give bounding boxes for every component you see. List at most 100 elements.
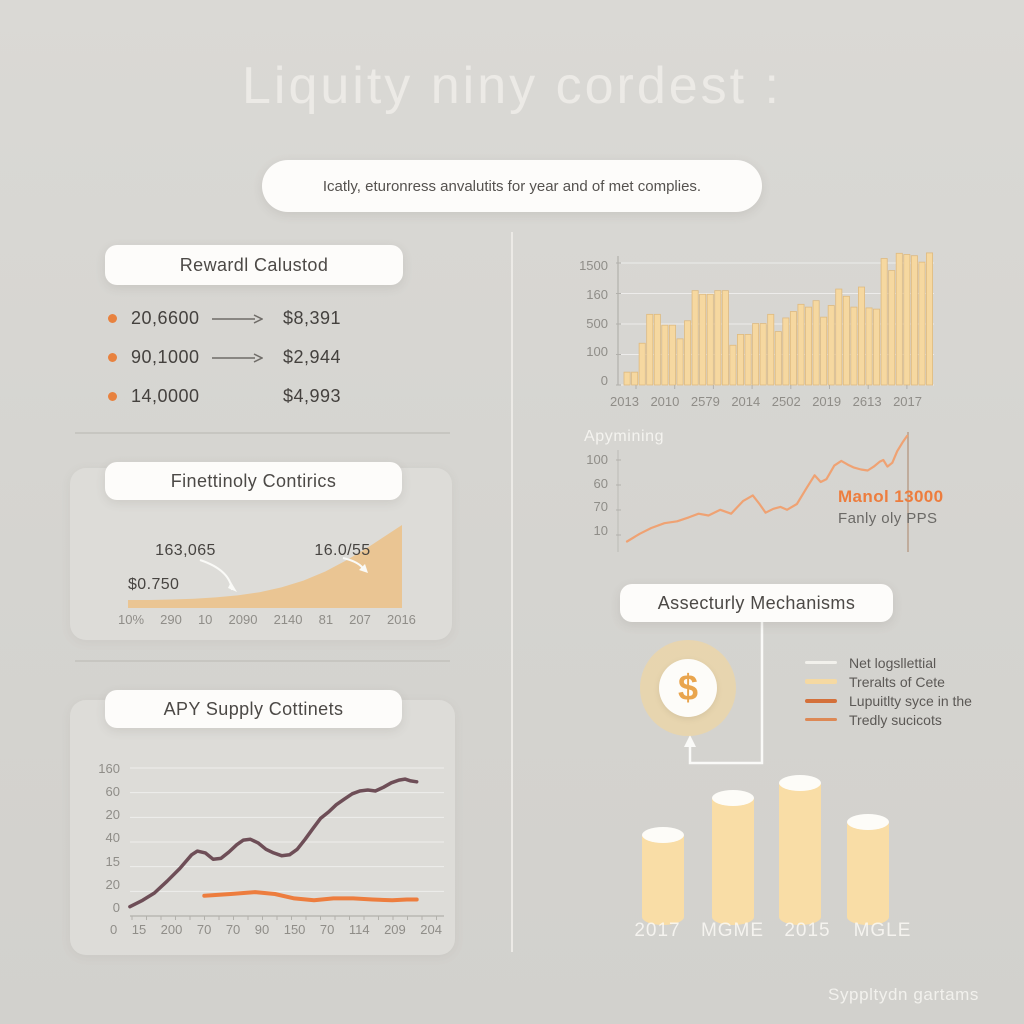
growth-section-header: Finettinoly Contirics — [105, 462, 402, 500]
category-label: 2017 — [634, 920, 681, 941]
axis-tick-label: 0 — [600, 373, 608, 388]
axis-tick-label: 0 — [112, 899, 120, 915]
axis-tick-label: 10% — [118, 612, 145, 627]
axis-tick-label: 209 — [384, 922, 406, 937]
axis-tick-label: 20 — [105, 807, 120, 823]
reward-row: 90,1000 $2,944 — [108, 338, 448, 377]
reward-section-header: Rewardl Calustod — [105, 245, 403, 285]
reward-header-text: Rewardl Calustod — [179, 254, 329, 275]
apymining-y-axis-labels: 100 60 70 10 — [572, 452, 608, 538]
apymining-annotation: Fanly oly PPS — [838, 510, 938, 527]
axis-tick-label: 290 — [160, 612, 182, 627]
axis-tick-label: 15 — [105, 853, 120, 869]
category-label: MGME — [700, 920, 765, 941]
axis-tick-label: 2010 — [650, 394, 680, 409]
axis-tick-label: 114 — [348, 922, 370, 937]
axis-tick-label: 2502 — [771, 394, 801, 409]
footer-text: Syppltydn gartams — [828, 985, 979, 1004]
legend-swatch — [805, 679, 837, 684]
axis-tick-label: 1500 — [579, 258, 608, 273]
connector-line — [684, 622, 764, 765]
cylinder-category-labels: 2017 MGME 2015 MGLE — [620, 920, 920, 942]
growth-x-axis-labels: 10% 290 10 2090 2140 81 207 2016 — [118, 612, 416, 627]
axis-tick-label: 500 — [586, 315, 608, 331]
axis-tick-label: 40 — [105, 830, 120, 846]
apy-section-header: APY Supply Cottinets — [105, 690, 402, 728]
security-header-text: Assecturly Mechanisms — [657, 592, 856, 613]
reward-value: $2,944 — [283, 347, 342, 367]
axis-tick-label: 70 — [196, 922, 212, 937]
category-label: 2015 — [784, 920, 831, 941]
axis-tick-label: 0 — [110, 922, 118, 937]
dollar-glyph: $ — [677, 667, 699, 708]
bullet-icon — [108, 353, 117, 362]
apymining-annotation: Manol 13000 — [838, 487, 944, 506]
growth-annotation: 163,065 — [155, 542, 216, 559]
horizontal-divider — [75, 432, 450, 434]
arrow-right-icon — [211, 313, 283, 325]
axis-tick-label: 2613 — [852, 394, 882, 409]
axis-tick-label: 20 — [105, 876, 120, 892]
annotation-arrow-icon — [199, 557, 368, 592]
reward-amount: 20,6600 — [131, 308, 200, 328]
volume-x-axis-labels: 2013 2010 2579 2014 2502 2019 2613 2017 — [610, 394, 922, 409]
bullet-icon — [108, 392, 117, 401]
legend-item: Net logsllettial — [805, 653, 972, 672]
legend-label: Treralts of Cete — [849, 673, 945, 690]
cylinder-bar-chart — [642, 775, 889, 925]
apy-chart-panel — [70, 700, 455, 955]
legend-swatch — [805, 718, 837, 721]
axis-tick-label: 204 — [420, 922, 442, 937]
legend-item: Lupuitlty syce in the — [805, 691, 972, 710]
axis-tick-label: 160 — [98, 761, 120, 776]
reward-rows: 20,6600 $8,391 90,1000 $2,944 14,0000 $4,993 — [108, 299, 448, 416]
growth-annotation: 16.0/55 — [314, 542, 371, 559]
axis-tick-label: 15 — [131, 922, 147, 937]
axis-tick-label: 10 — [197, 612, 213, 627]
axis-tick-label: 2140 — [273, 612, 303, 627]
growth-area-chart — [128, 525, 402, 608]
vertical-divider — [511, 232, 513, 952]
reward-amount: 90,1000 — [131, 347, 200, 367]
axis-tick-label: 10 — [593, 522, 608, 538]
apymining-title: Apymining — [584, 428, 665, 445]
apymining-line-chart — [616, 432, 909, 552]
legend-item: Treralts of Cete — [805, 672, 972, 691]
axis-tick-label: 2014 — [731, 394, 761, 409]
dollar-icon: $ — [659, 659, 717, 717]
page-title: Liquity niny cordest : — [241, 57, 783, 115]
axis-tick-label: 200 — [160, 922, 183, 937]
axis-tick-label: 60 — [593, 475, 608, 491]
axis-tick-label: 70 — [319, 922, 335, 937]
volume-y-axis-labels: 1500 160 500 100 0 — [568, 258, 608, 388]
apy-header-text: APY Supply Cottinets — [163, 698, 344, 719]
category-label: MGLE — [853, 920, 912, 941]
subtitle-text: Icatly, eturonress anvalutits for year a… — [322, 177, 702, 195]
legend-swatch — [805, 661, 837, 664]
apy-x-axis-labels: 0 15 200 70 70 90 150 70 114 209 204 — [110, 922, 442, 937]
apy-line-chart — [128, 767, 444, 920]
volume-bar-chart — [616, 252, 934, 389]
axis-tick-label: 2013 — [610, 394, 639, 409]
arrow-right-icon — [211, 352, 283, 364]
bullet-icon — [108, 314, 117, 323]
reward-row: 20,6600 $8,391 — [108, 299, 448, 338]
axis-tick-label: 81 — [318, 612, 334, 627]
axis-tick-label: 60 — [105, 784, 120, 800]
growth-annotation: $0.750 — [128, 576, 180, 593]
legend-item: Tredly sucicots — [805, 710, 972, 729]
reward-row: 14,0000 $4,993 — [108, 377, 448, 416]
axis-tick-label: 160 — [586, 286, 608, 302]
axis-tick-label: 2019 — [812, 394, 842, 409]
horizontal-divider — [75, 660, 450, 662]
axis-tick-label: 70 — [593, 499, 608, 515]
security-section-header: Assecturly Mechanisms — [620, 584, 893, 622]
axis-tick-label: 2017 — [893, 394, 922, 409]
axis-tick-label: 150 — [283, 922, 306, 937]
security-legend: Net logsllettial Treralts of Cete Lupuitlt… — [805, 653, 972, 729]
axis-tick-label: 2016 — [386, 612, 416, 627]
axis-tick-label: 100 — [586, 452, 608, 467]
subtitle-card: Icatly, eturonress anvalutits for year a… — [262, 160, 762, 212]
reward-amount: 14,0000 — [131, 386, 200, 406]
legend-label: Net logsllettial — [849, 654, 937, 671]
